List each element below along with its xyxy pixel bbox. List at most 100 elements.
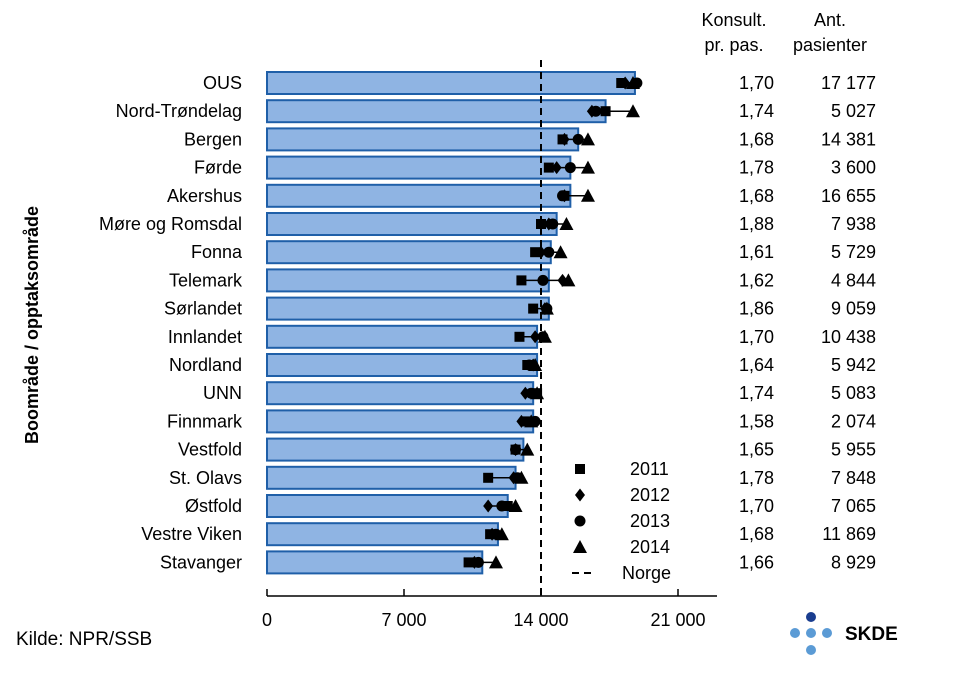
marker-2014 bbox=[553, 245, 568, 259]
patients-value: 14 381 bbox=[821, 129, 876, 149]
marker-2012 bbox=[551, 161, 562, 175]
header-patients-line2: pasienter bbox=[793, 35, 867, 55]
patients-value: 9 059 bbox=[831, 299, 876, 319]
category-label: Finnmark bbox=[167, 411, 243, 431]
bar bbox=[266, 155, 572, 180]
bar bbox=[266, 127, 580, 152]
legend-label: 2014 bbox=[630, 537, 670, 557]
patients-value: 5 027 bbox=[831, 101, 876, 121]
consult-value: 1,66 bbox=[739, 552, 774, 572]
marker-2014 bbox=[539, 301, 554, 315]
category-label: OUS bbox=[203, 73, 242, 93]
marker-2013 bbox=[557, 190, 569, 202]
x-tick-label: 0 bbox=[262, 610, 272, 630]
category-label: Førde bbox=[194, 158, 242, 178]
patients-value: 4 844 bbox=[831, 270, 876, 290]
consult-value: 1,78 bbox=[739, 468, 774, 488]
marker-2011 bbox=[600, 106, 611, 117]
patients-value: 7 938 bbox=[831, 214, 876, 234]
patients-value: 5 729 bbox=[831, 242, 876, 262]
marker-2011 bbox=[530, 247, 541, 258]
patients-value: 7 065 bbox=[831, 496, 876, 516]
marker-2011 bbox=[514, 331, 525, 342]
marker-2013 bbox=[590, 105, 602, 117]
marker-2013 bbox=[496, 500, 508, 512]
patients-value: 11 869 bbox=[822, 524, 876, 544]
consult-value: 1,61 bbox=[739, 242, 774, 262]
legend-group: 2011 2012 2013 2014 Norge bbox=[572, 459, 671, 583]
marker-2012 bbox=[530, 330, 541, 344]
category-label: Vestre Viken bbox=[141, 524, 242, 544]
patients-value: 16 655 bbox=[821, 186, 876, 206]
logo-dot-right bbox=[822, 628, 832, 638]
marker-2012 bbox=[516, 414, 527, 428]
skde-logo: SKDE bbox=[790, 612, 898, 655]
category-label: Nordland bbox=[169, 355, 242, 375]
x-axis-group: 0 7 000 14 000 21 000 bbox=[262, 589, 717, 630]
legend-label: 2013 bbox=[630, 511, 670, 531]
x-tick-label: 21 000 bbox=[650, 610, 705, 630]
bar bbox=[266, 381, 535, 406]
category-labels-group: OUS Nord-Trøndelag Bergen Førde Akershus Møre… bbox=[99, 73, 243, 572]
header-consult-line2: pr. pas. bbox=[704, 35, 763, 55]
patients-value: 5 942 bbox=[831, 355, 876, 375]
bar bbox=[266, 268, 550, 293]
marker-2014 bbox=[520, 442, 535, 456]
category-label: UNN bbox=[203, 383, 242, 403]
bar bbox=[266, 550, 484, 575]
legend-label: 2011 bbox=[630, 459, 669, 479]
legend-marker-2012 bbox=[575, 488, 585, 502]
category-label: Fonna bbox=[191, 242, 243, 262]
consult-value: 1,70 bbox=[739, 496, 774, 516]
bar bbox=[266, 212, 558, 236]
consult-value: 1,70 bbox=[739, 73, 774, 93]
patients-value: 17 177 bbox=[821, 73, 876, 93]
consult-value: 1,78 bbox=[739, 158, 774, 178]
marker-2013 bbox=[547, 218, 559, 230]
consult-value: 1,74 bbox=[739, 101, 774, 121]
consult-value: 1,58 bbox=[739, 411, 774, 431]
bar bbox=[266, 71, 636, 95]
category-label: Akershus bbox=[167, 186, 242, 206]
marker-2014 bbox=[528, 358, 543, 371]
patients-value: 5 083 bbox=[831, 383, 876, 403]
patients-value: 3 600 bbox=[831, 158, 876, 178]
legend-marker-2011 bbox=[575, 464, 585, 474]
category-label: Telemark bbox=[169, 270, 243, 290]
bar bbox=[266, 240, 552, 265]
legend-marker-2014 bbox=[573, 540, 587, 553]
category-label: Innlandet bbox=[168, 327, 242, 347]
marker-2011 bbox=[543, 162, 554, 173]
header-consult-line1: Konsult. bbox=[701, 10, 766, 30]
logo-dot-bottom bbox=[806, 645, 816, 655]
patients-value: 7 848 bbox=[831, 468, 876, 488]
markers-group bbox=[463, 76, 643, 569]
logo-text: SKDE bbox=[845, 624, 898, 645]
legend-label: Norge bbox=[622, 563, 671, 583]
marker-2011 bbox=[483, 472, 494, 483]
category-label: Stavanger bbox=[160, 552, 242, 572]
patients-value: 10 438 bbox=[821, 327, 876, 347]
source-note: Kilde: NPR/SSB bbox=[16, 629, 152, 650]
bars-group bbox=[266, 71, 636, 575]
patients-value: 5 955 bbox=[831, 440, 876, 460]
bar bbox=[266, 99, 607, 124]
bar bbox=[266, 437, 525, 462]
marker-2013 bbox=[543, 246, 555, 258]
logo-dot-left bbox=[790, 628, 800, 638]
consult-value: 1,88 bbox=[739, 214, 774, 234]
marker-2011 bbox=[463, 557, 474, 568]
marker-2011 bbox=[536, 219, 546, 229]
patients-value: 2 074 bbox=[831, 411, 876, 431]
legend-marker-2013 bbox=[574, 515, 586, 527]
consult-value: 1,65 bbox=[739, 440, 774, 460]
marker-2011 bbox=[522, 416, 533, 427]
category-label: Nord-Trøndelag bbox=[116, 101, 242, 121]
consult-value: 1,68 bbox=[739, 129, 774, 149]
marker-2014 bbox=[524, 414, 539, 428]
bar bbox=[266, 324, 539, 349]
marker-2014 bbox=[559, 217, 574, 230]
y-axis-title: Boområde / opptaksområde bbox=[22, 206, 42, 444]
consult-value: 1,86 bbox=[739, 299, 774, 319]
bar bbox=[266, 494, 509, 518]
